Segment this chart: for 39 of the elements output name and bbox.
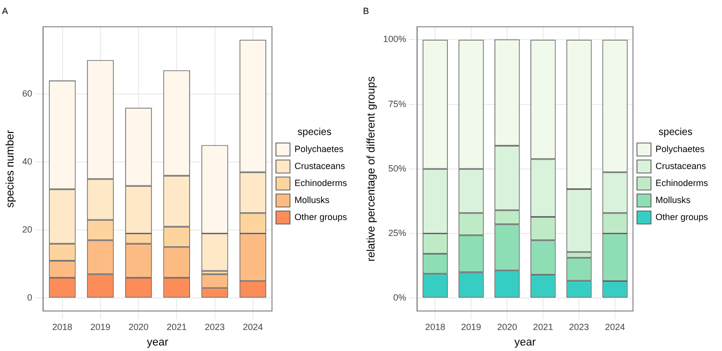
x-tick-label: 2023 [204, 322, 225, 332]
x-tick-label: 2018 [425, 322, 446, 332]
y-tick-label: 75% [388, 98, 406, 109]
y-tick-label: 0% [393, 292, 406, 303]
x-tick-label: 2023 [569, 322, 590, 332]
x-tick-label: 2021 [533, 322, 554, 332]
y-tick-label: 50% [388, 163, 406, 174]
x-axis-title: year [514, 336, 536, 348]
x-tick-label: 2019 [461, 322, 482, 332]
x-axis-title: year [146, 336, 169, 348]
x-tick-label: 2018 [52, 322, 72, 332]
legend-label: Polychaetes [655, 144, 705, 154]
x-tick-label: 2024 [604, 322, 626, 332]
legend-label: Polychaetes [294, 144, 344, 154]
legend-label: Mollusks [655, 194, 691, 205]
legend-title: species [298, 126, 332, 138]
legend-label: Crustaceans [294, 160, 346, 171]
x-tick-label: 2020 [128, 322, 149, 332]
y-axis-title: species number [4, 130, 17, 208]
y-tick-label: 100% [383, 34, 406, 44]
y-tick-label: 0 [27, 292, 32, 303]
chart-title: A [2, 6, 8, 16]
legend-label: Other groups [655, 212, 708, 222]
y-tick-label: 60 [22, 88, 32, 99]
y-tick-label: 40 [22, 156, 32, 167]
legend-label: Mollusks [294, 194, 330, 205]
chart-title: B [363, 6, 370, 16]
x-tick-label: 2019 [90, 322, 110, 332]
legend-label: Crustaceans [655, 160, 706, 171]
x-tick-label: 2020 [497, 322, 518, 332]
legend-label: Other groups [294, 212, 348, 222]
x-tick-label: 2021 [166, 322, 187, 332]
legend-label: Echinoderms [294, 178, 348, 188]
x-tick-label: 2024 [242, 322, 263, 332]
legend-label: Echinoderms [655, 178, 708, 188]
y-axis-title: relative percentage of different groups [366, 76, 378, 262]
y-tick-label: 25% [388, 228, 406, 238]
legend-title: species [658, 126, 692, 138]
y-tick-label: 20 [22, 224, 32, 235]
